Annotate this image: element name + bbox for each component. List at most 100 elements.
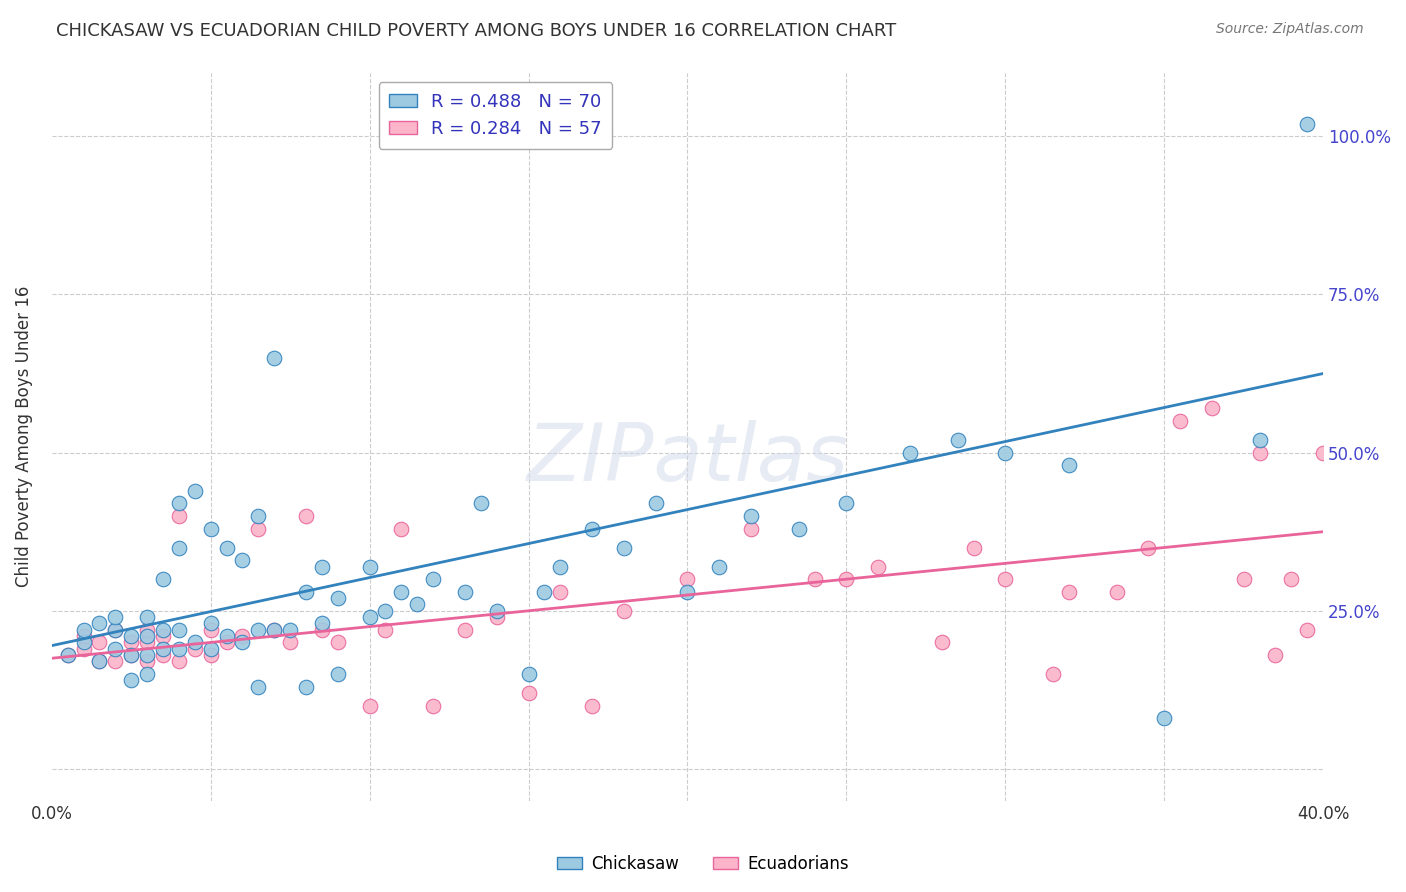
Point [136,623,159,637]
Point [263,351,285,365]
Point [581,522,603,536]
Point [72,629,94,643]
Point [485,604,508,618]
Point [517,667,540,681]
Point [295,680,318,694]
Point [1137,541,1160,555]
Point [835,572,858,586]
Point [247,522,270,536]
Point [247,623,270,637]
Point [72,641,94,656]
Point [167,655,190,669]
Point [89,616,111,631]
Point [136,610,159,624]
Point [231,629,253,643]
Point [104,623,127,637]
Point [136,667,159,681]
Point [136,655,159,669]
Point [1233,572,1256,586]
Point [200,616,222,631]
Point [136,629,159,643]
Point [167,508,190,523]
Point [676,584,699,599]
Point [550,584,572,599]
Point [898,445,921,459]
Point [104,641,127,656]
Point [1105,584,1128,599]
Point [326,635,349,649]
Point [326,667,349,681]
Point [120,648,142,662]
Point [389,584,412,599]
Point [200,648,222,662]
Point [1296,117,1319,131]
Point [359,610,381,624]
Point [247,680,270,694]
Point [278,635,301,649]
Point [184,483,207,498]
Point [184,641,207,656]
Text: ZIPatlas: ZIPatlas [526,419,848,498]
Point [104,655,127,669]
Point [295,508,318,523]
Point [581,698,603,713]
Point [740,508,762,523]
Point [120,648,142,662]
Point [167,496,190,510]
Point [1312,445,1334,459]
Legend: R = 0.488   N = 70, R = 0.284   N = 57: R = 0.488 N = 70, R = 0.284 N = 57 [378,82,613,149]
Point [104,623,127,637]
Point [613,604,636,618]
Point [72,635,94,649]
Legend: Chickasaw, Ecuadorians: Chickasaw, Ecuadorians [550,848,856,880]
Text: CHICKASAW VS ECUADORIAN CHILD POVERTY AMONG BOYS UNDER 16 CORRELATION CHART: CHICKASAW VS ECUADORIAN CHILD POVERTY AM… [56,22,897,40]
Point [533,584,555,599]
Point [422,698,444,713]
Point [72,623,94,637]
Point [167,641,190,656]
Point [311,559,333,574]
Y-axis label: Child Poverty Among Boys Under 16: Child Poverty Among Boys Under 16 [15,286,32,588]
Point [56,648,79,662]
Point [470,496,492,510]
Point [994,572,1017,586]
Point [709,559,731,574]
Point [120,635,142,649]
Point [231,635,253,649]
Point [152,629,174,643]
Point [946,433,969,447]
Text: Source: ZipAtlas.com: Source: ZipAtlas.com [1216,22,1364,37]
Point [263,623,285,637]
Point [485,610,508,624]
Point [167,623,190,637]
Point [89,655,111,669]
Point [676,572,699,586]
Point [215,635,238,649]
Point [200,623,222,637]
Point [184,635,207,649]
Point [200,641,222,656]
Point [152,623,174,637]
Point [120,629,142,643]
Point [550,559,572,574]
Point [263,623,285,637]
Point [1249,445,1271,459]
Point [359,559,381,574]
Point [278,623,301,637]
Point [200,522,222,536]
Point [803,572,825,586]
Point [1201,401,1223,416]
Point [231,553,253,567]
Point [962,541,984,555]
Point [295,584,318,599]
Point [931,635,953,649]
Point [1279,572,1302,586]
Point [56,648,79,662]
Point [374,604,396,618]
Point [89,635,111,649]
Point [644,496,666,510]
Point [1153,711,1175,725]
Point [517,686,540,700]
Point [406,598,429,612]
Point [215,541,238,555]
